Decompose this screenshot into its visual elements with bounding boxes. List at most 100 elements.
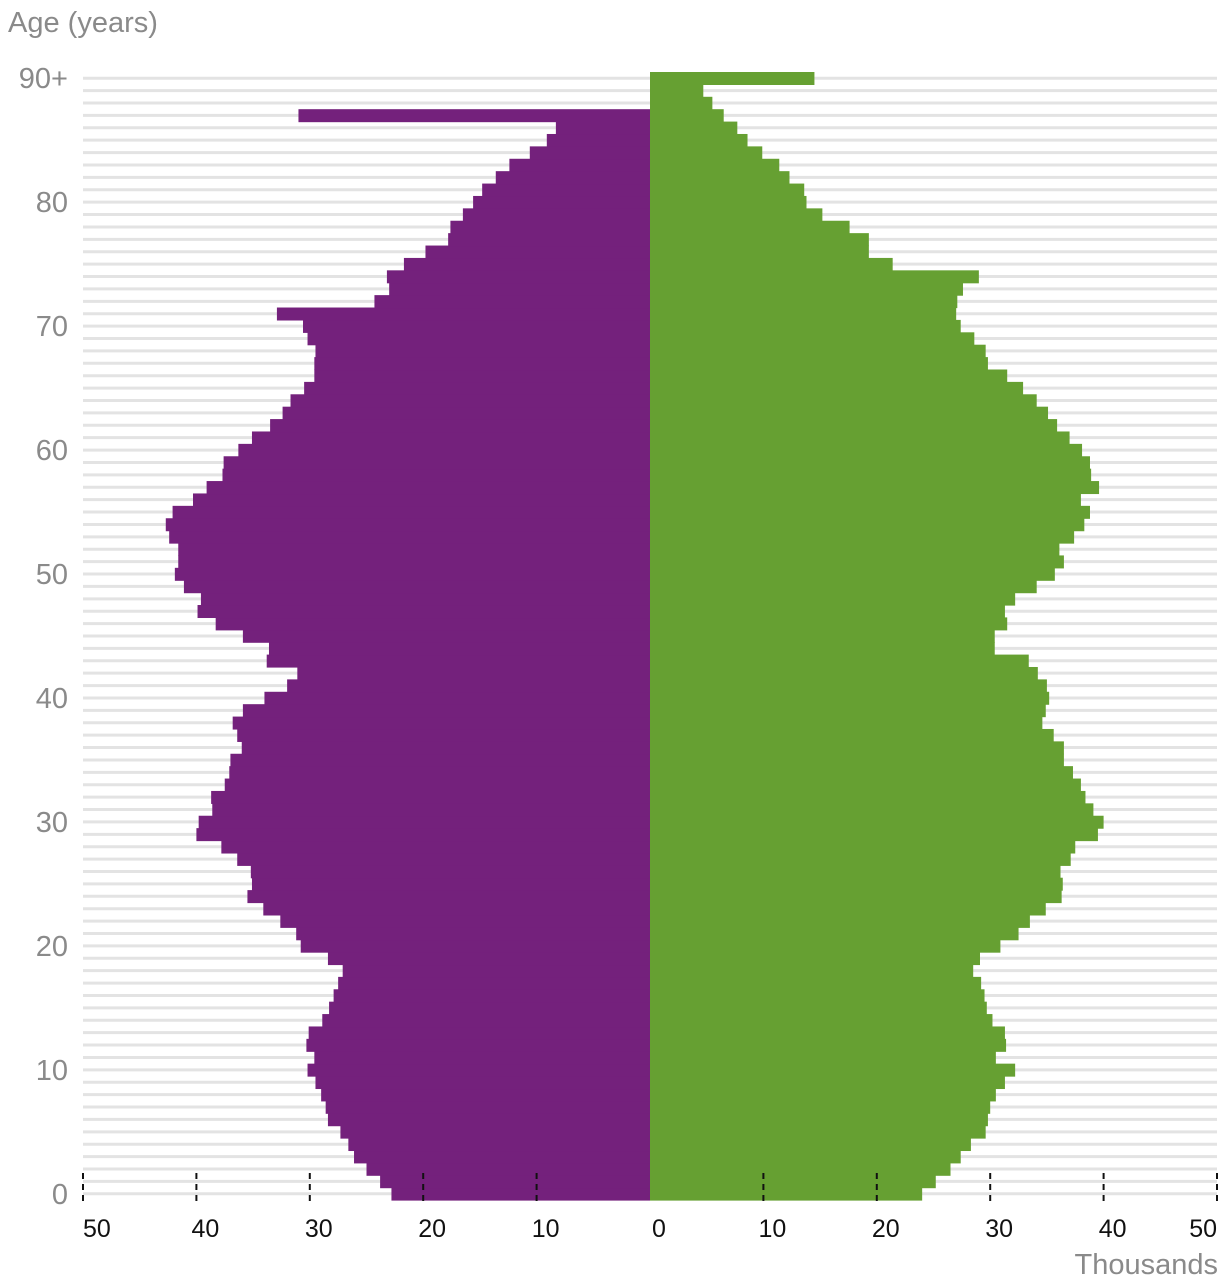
right-bar-age-41 — [650, 679, 1047, 693]
left-bar-age-75 — [403, 257, 650, 271]
left-bar-age-40 — [264, 691, 650, 705]
right-bar-age-11 — [650, 1051, 996, 1065]
left-bar-age-72 — [374, 295, 650, 309]
left-bar-age-50 — [174, 567, 650, 581]
x-tick-label: 20 — [418, 1215, 446, 1243]
right-bar-age-82 — [650, 171, 790, 185]
left-bar-age-85 — [546, 133, 650, 147]
right-bar-age-72 — [650, 295, 958, 309]
right-bar-age-60 — [650, 443, 1083, 457]
left-bar-age-58 — [222, 468, 650, 482]
right-bar-age-15 — [650, 1001, 987, 1015]
left-bar-age-78 — [450, 220, 650, 234]
left-bar-age-25 — [251, 877, 650, 891]
left-bar-age-13 — [308, 1026, 650, 1040]
right-bar-age-56 — [650, 493, 1081, 507]
right-bar-age-16 — [650, 989, 985, 1003]
right-bar-age-59 — [650, 456, 1090, 470]
left-bar-age-6 — [327, 1113, 650, 1127]
left-bar-age-1 — [380, 1175, 650, 1189]
left-bar-age-68 — [315, 344, 650, 358]
left-bar-age-3 — [354, 1150, 650, 1164]
left-bar-age-7 — [325, 1100, 650, 1114]
left-bar-age-60 — [238, 443, 650, 457]
left-bar-age-30 — [198, 815, 650, 829]
left-bar-age-44 — [268, 642, 650, 656]
right-bar-age-53 — [650, 530, 1075, 544]
left-bar-age-2 — [366, 1162, 650, 1176]
left-bar-age-31 — [212, 803, 650, 817]
y-tick-label: 20 — [36, 931, 68, 963]
right-bar-age-2 — [650, 1162, 951, 1176]
right-bar-age-13 — [650, 1026, 1005, 1040]
right-bar-age-90+ — [650, 72, 815, 85]
right-bar-age-10 — [650, 1063, 1016, 1077]
left-series-bars — [165, 109, 651, 1201]
left-bar-age-38 — [232, 716, 651, 730]
left-bar-age-19 — [327, 952, 650, 966]
right-bar-age-1 — [650, 1175, 936, 1189]
right-bar-age-71 — [650, 307, 957, 321]
right-bar-age-79 — [650, 208, 823, 222]
right-bar-age-87 — [650, 109, 724, 123]
left-bar-age-82 — [495, 171, 650, 185]
left-bar-age-29 — [196, 828, 650, 842]
left-bar-age-37 — [237, 728, 650, 742]
left-bar-age-64 — [290, 394, 650, 408]
left-bar-age-21 — [296, 927, 650, 941]
left-bar-age-10 — [307, 1063, 650, 1077]
right-bar-age-48 — [650, 592, 1016, 606]
left-bar-age-48 — [200, 592, 650, 606]
right-bar-age-29 — [650, 828, 1098, 842]
x-tick-label: 20 — [872, 1215, 900, 1243]
left-bar-age-15 — [329, 1001, 650, 1015]
right-bar-age-7 — [650, 1100, 991, 1114]
left-bar-age-28 — [221, 840, 650, 854]
left-bar-age-63 — [282, 406, 650, 420]
left-bar-age-24 — [247, 890, 650, 904]
y-tick-label: 90+ — [19, 63, 68, 95]
left-bar-age-22 — [280, 914, 650, 928]
left-bar-age-62 — [270, 419, 650, 433]
right-bar-age-4 — [650, 1138, 971, 1152]
left-bar-age-53 — [169, 530, 650, 544]
left-bar-age-26 — [250, 865, 650, 879]
left-bar-age-55 — [172, 505, 650, 519]
right-bar-age-69 — [650, 332, 975, 346]
left-bar-age-11 — [314, 1051, 650, 1065]
right-bar-age-80 — [650, 195, 807, 209]
right-bar-age-5 — [650, 1125, 986, 1139]
right-bar-age-17 — [650, 976, 982, 990]
right-bar-age-18 — [650, 964, 974, 978]
left-bar-age-79 — [462, 208, 650, 222]
left-bar-age-32 — [211, 790, 650, 804]
left-bar-age-5 — [340, 1125, 650, 1139]
y-tick-label: 10 — [36, 1055, 68, 1087]
left-bar-age-81 — [482, 183, 650, 197]
left-bar-age-74 — [386, 270, 650, 284]
left-bar-age-46 — [215, 617, 651, 631]
left-bar-age-33 — [224, 778, 650, 792]
right-bar-age-49 — [650, 580, 1037, 594]
left-bar-age-56 — [192, 493, 651, 507]
left-bar-age-49 — [183, 580, 650, 594]
left-bar-age-39 — [242, 704, 651, 718]
left-bar-age-57 — [206, 481, 650, 495]
right-bar-age-24 — [650, 890, 1062, 904]
y-tick-label: 0 — [52, 1179, 68, 1211]
right-bar-age-50 — [650, 567, 1055, 581]
x-tick-label: 0 — [652, 1215, 666, 1243]
left-bar-age-9 — [315, 1076, 650, 1090]
right-bar-age-61 — [650, 431, 1070, 445]
y-tick-label: 60 — [36, 435, 68, 467]
right-bar-age-38 — [650, 716, 1043, 730]
left-bar-age-8 — [321, 1088, 650, 1102]
right-bar-age-44 — [650, 642, 995, 656]
right-bar-age-88 — [650, 96, 713, 110]
right-bar-age-30 — [650, 815, 1104, 829]
left-bar-age-51 — [178, 555, 651, 569]
left-bar-age-70 — [302, 319, 650, 333]
right-bar-age-85 — [650, 133, 748, 147]
left-bar-age-69 — [307, 332, 650, 346]
left-bar-age-76 — [425, 245, 650, 259]
